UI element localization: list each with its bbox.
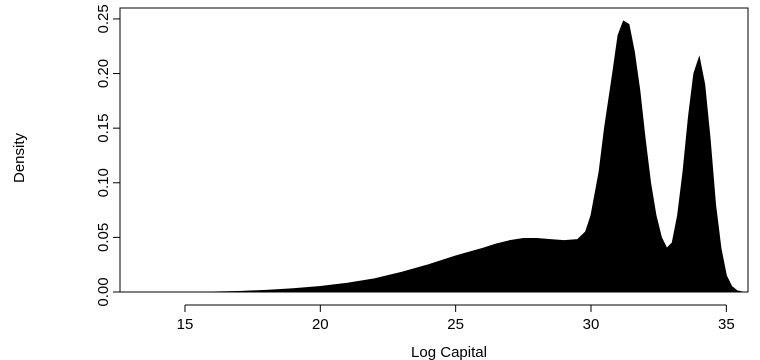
x-tick-label: 35 [718, 316, 735, 333]
plot-area [119, 7, 749, 293]
x-tick-label: 25 [447, 316, 464, 333]
y-axis: 0.00 0.05 0.10 0.15 0.20 0.25 [95, 4, 121, 307]
y-tick-label: 0.25 [95, 4, 112, 33]
y-tick-label: 0.05 [95, 223, 112, 252]
y-tick-label: 0.10 [95, 168, 112, 197]
x-axis-title: Log Capital [411, 344, 487, 360]
x-tick-label: 15 [177, 316, 194, 333]
y-tick-label: 0.15 [95, 114, 112, 143]
y-axis-title: Density [11, 132, 28, 183]
y-tick-label: 0.00 [95, 277, 112, 306]
density-area-series-0 [130, 20, 743, 293]
y-tick-label: 0.20 [95, 59, 112, 88]
x-axis: 15 20 25 30 35 [177, 304, 735, 333]
x-tick-label: 20 [312, 316, 329, 333]
x-tick-label: 30 [583, 316, 600, 333]
